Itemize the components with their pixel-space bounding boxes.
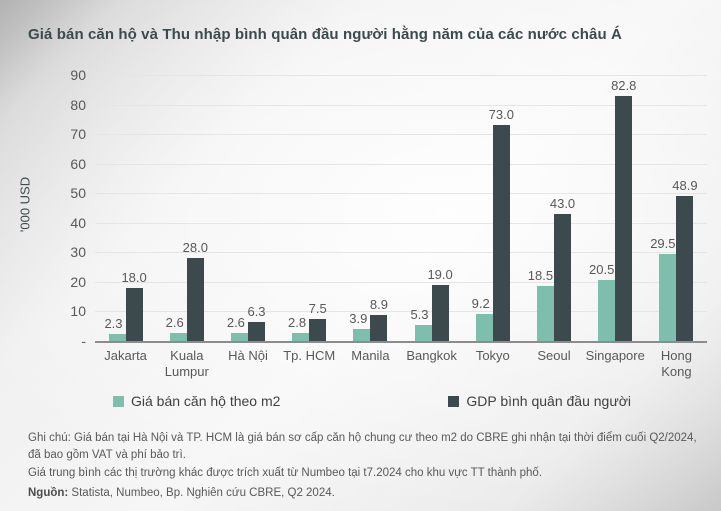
bar-value-label: 19.0: [427, 266, 453, 282]
bar-value-label: 2.8: [288, 314, 307, 330]
bar-value-label: 2.3: [104, 316, 123, 332]
legend-swatch-gdp: [448, 395, 460, 407]
bar-gdp: 8.9: [370, 297, 388, 341]
x-category-label: Hà Nội: [228, 348, 268, 363]
bar-value-label: 2.6: [226, 315, 245, 331]
legend-item-gdp: GDP bình quân đầu người: [448, 393, 631, 409]
bar-gdp: 18.0: [121, 270, 147, 341]
bar-value-label: 8.9: [369, 296, 388, 312]
x-category-label: Tokyo: [475, 348, 510, 363]
gridline: [95, 311, 707, 313]
y-tick-label: -: [81, 333, 86, 349]
bar-gdp: 28.0: [183, 240, 208, 341]
bar-apartment-price: 2.6: [227, 315, 248, 341]
y-tick-label: 60: [70, 155, 86, 172]
gridline: [95, 134, 707, 136]
source-label: Nguồn:: [28, 487, 69, 499]
gridline: [95, 163, 707, 165]
gridline: [95, 193, 707, 195]
y-tick-label: 30: [70, 244, 86, 261]
bar-group: 29.5 48.9: [646, 75, 707, 341]
x-category-label: Kuala Lumpur: [164, 348, 209, 379]
bar-group: 2.6 28.0: [156, 75, 217, 341]
gridline: [95, 252, 707, 254]
bar-gdp: 19.0: [427, 267, 453, 341]
legend-swatch-apartment-price: [113, 395, 124, 407]
x-category-label: Tp. HCM: [283, 348, 336, 363]
footnote-1: Ghi chú: Giá bán tại Hà Nội và TP. HCM l…: [28, 432, 697, 462]
bar-apartment-price: 20.5: [589, 262, 616, 341]
bar-gdp: 73.0: [489, 107, 514, 341]
x-category-label: Seoul: [537, 348, 571, 363]
bar-value-label: 9.2: [471, 295, 490, 311]
x-category-label: Jakarta: [104, 348, 147, 363]
x-category-label: Bangkok: [406, 348, 457, 363]
bar-group: 9.2 73.0: [462, 75, 523, 341]
bar-group: 2.3 18.0: [95, 75, 156, 341]
gridline: [95, 281, 707, 283]
bar-value-label: 3.9: [349, 311, 368, 327]
bar-value-label: 82.8: [611, 78, 637, 94]
gridline: [95, 222, 707, 224]
bar-apartment-price: 9.2: [472, 296, 493, 341]
legend-label-apartment-price: Giá bán căn hộ theo m2: [131, 393, 281, 409]
bar-group: 20.5 82.8: [585, 75, 646, 341]
bar-series-container: 2.3 18.0 2.6 28.0 2.6 6.3 2.8 7.5 3.9 8.9 5.3 19.0 9…: [95, 75, 707, 341]
bar-apartment-price: 2.8: [288, 315, 310, 341]
bar-value-label: 5.3: [410, 307, 429, 323]
bar-apartment-price: 2.3: [104, 316, 126, 341]
chart-title: Giá bán căn hộ và Thu nhập bình quân đầu…: [28, 26, 622, 43]
bar-apartment-price: 29.5: [650, 236, 677, 341]
y-tick-label: 70: [70, 126, 86, 143]
bar-apartment-price: 3.9: [349, 311, 371, 341]
y-axis-title: '000 USD: [17, 176, 33, 233]
source-text: Statista, Numbeo, Bp. Nghiên cứu CBRE, Q…: [68, 487, 335, 499]
x-category-label: Hong Kong: [660, 348, 692, 379]
y-tick-label: 40: [70, 214, 86, 231]
y-tick-label: 20: [70, 273, 86, 290]
x-category-label: Singapore: [585, 348, 645, 363]
legend-item-apartment-price: Giá bán căn hộ theo m2: [113, 393, 280, 409]
bar-value-label: 2.6: [165, 315, 184, 331]
bar-value-label: 6.3: [247, 304, 266, 320]
bar-value-label: 7.5: [308, 300, 327, 316]
bar-value-label: 18.5: [527, 268, 554, 284]
y-tick-label: 10: [70, 303, 86, 320]
bar-value-label: 43.0: [549, 195, 576, 211]
bar-gdp: 82.8: [611, 78, 636, 341]
bar-gdp: 7.5: [309, 301, 327, 341]
bar-value-label: 28.0: [182, 240, 208, 256]
bar-group: 2.8 7.5: [279, 75, 340, 341]
bar-apartment-price: 5.3: [410, 307, 432, 341]
plot-area: 2.3 18.0 2.6 28.0 2.6 6.3 2.8 7.5 3.9 8.9 5.3 19.0 9…: [95, 75, 707, 343]
bar-gdp: 48.9: [672, 178, 698, 341]
bar-value-label: 29.5: [650, 235, 676, 251]
bar-value-label: 20.5: [589, 262, 615, 278]
y-tick-label: 50: [70, 185, 86, 202]
bar-group: 2.6 6.3: [217, 75, 278, 341]
bar-value-label: 48.9: [672, 178, 698, 194]
legend-label-gdp: GDP bình quân đầu người: [466, 393, 631, 409]
gridline: [95, 75, 707, 76]
y-tick-label: 90: [70, 67, 86, 83]
bar-group: 3.9 8.9: [340, 75, 401, 341]
gridline: [95, 104, 707, 106]
chart-legend: Giá bán căn hộ theo m2 GDP bình quân đầu…: [113, 393, 631, 409]
source-line: Nguồn: Statista, Numbeo, Bp. Nghiên cứu …: [28, 487, 335, 499]
bar-value-label: 18.0: [121, 269, 147, 285]
footnote-2: Giá trung bình các thị trường khác được …: [28, 466, 543, 479]
bar-gdp: 43.0: [550, 196, 575, 341]
bar-group: 5.3 19.0: [401, 75, 462, 341]
bar-value-label: 73.0: [488, 107, 514, 123]
x-axis-labels: Jakarta Kuala Lumpur Hà Nội Tp. HCM Manila Ba…: [95, 348, 707, 379]
bar-apartment-price: 18.5: [528, 268, 555, 341]
footnotes: Ghi chú: Giá bán tại Hà Nội và TP. HCM l…: [28, 430, 700, 482]
bar-gdp: 6.3: [247, 304, 266, 341]
x-category-label: Manila: [351, 348, 390, 363]
bar-apartment-price: 2.6: [166, 315, 187, 341]
bar-group: 18.5 43.0: [523, 75, 584, 341]
y-tick-label: 80: [70, 96, 86, 113]
